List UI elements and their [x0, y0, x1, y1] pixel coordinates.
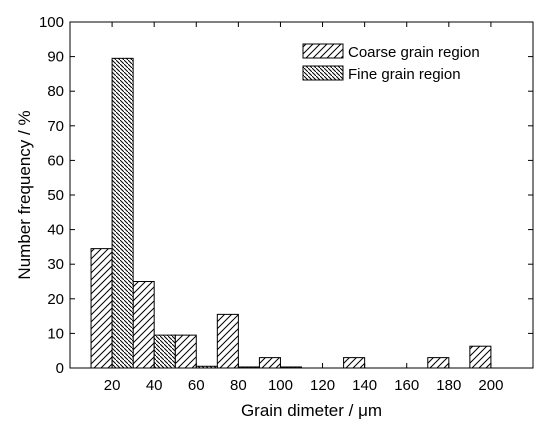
legend-swatch-fine [302, 65, 344, 81]
legend-label-fine: Fine grain region [348, 66, 461, 83]
y-tick-label: 0 [56, 360, 64, 377]
x-tick-label: 180 [436, 377, 461, 394]
y-tick-label: 60 [47, 152, 64, 169]
bar-series-0-bin-7 [469, 345, 492, 369]
y-tick-label: 30 [47, 256, 64, 273]
x-axis-title: Grain dimeter / μm [241, 401, 382, 420]
ticks-layer: 0 10 20 30 40 50 60 70 80 90 100 20 40 60 80 100 120 140 1… [39, 14, 533, 394]
y-tick-label: 100 [39, 14, 64, 31]
legend-label-coarse: Coarse grain region [348, 44, 480, 61]
x-tick-label: 80 [230, 377, 247, 394]
legend: Coarse grain region Fine grain region [302, 43, 480, 83]
y-tick-label: 50 [47, 187, 64, 204]
x-tick-label: 200 [478, 377, 503, 394]
x-tick-label: 40 [146, 377, 163, 394]
y-tick-label: 90 [47, 49, 64, 66]
y-axis-title: Number frequency / % [15, 110, 34, 279]
x-tick-label: 60 [188, 377, 205, 394]
bar-series-1-bin-1 [153, 334, 176, 369]
x-tick-label: 160 [394, 377, 419, 394]
y-tick-label: 70 [47, 118, 64, 135]
x-tick-label: 100 [268, 377, 293, 394]
y-tick-label: 20 [47, 291, 64, 308]
bar-series-0-bin-3 [216, 313, 239, 369]
bar-series-0-bin-1 [132, 281, 155, 369]
legend-swatch-coarse [302, 43, 344, 59]
x-tick-label: 20 [104, 377, 121, 394]
bar-series-0-bin-4 [258, 357, 281, 369]
bar-series-1-bin-0 [111, 57, 134, 369]
y-tick-label: 80 [47, 83, 64, 100]
bar-series-0-bin-0 [90, 248, 113, 369]
y-tick-label: 40 [47, 222, 64, 239]
bars-layer [90, 57, 492, 369]
bar-series-0-bin-5 [343, 357, 366, 369]
bar-series-0-bin-2 [174, 334, 197, 369]
x-tick-label: 120 [310, 377, 335, 394]
x-tick-label: 140 [352, 377, 377, 394]
y-tick-label: 10 [47, 325, 64, 342]
bar-series-0-bin-6 [427, 357, 450, 369]
